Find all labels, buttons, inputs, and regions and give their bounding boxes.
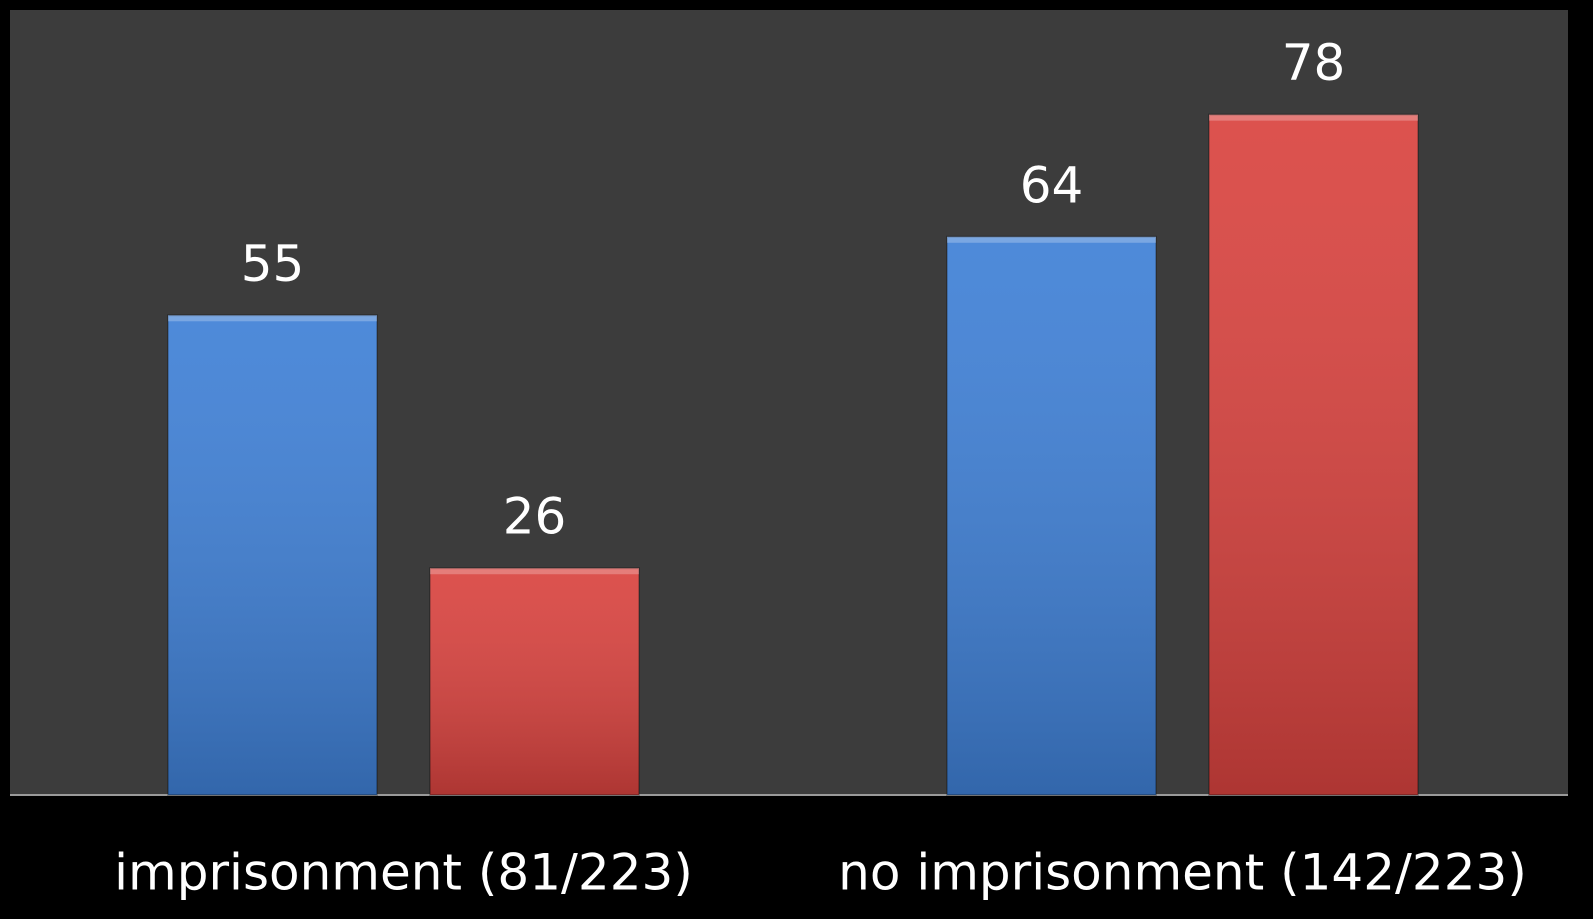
bar-shade: [168, 315, 377, 795]
value-label: 55: [241, 235, 305, 293]
bars: [167, 113, 1419, 796]
x-tick-label: imprisonment (81/223): [114, 844, 693, 902]
value-label: 78: [1282, 34, 1346, 92]
bar-shade: [947, 236, 1156, 795]
x-tick-label: no imprisonment (142/223): [838, 844, 1527, 902]
bar-highlight: [168, 315, 377, 322]
bar-highlight: [430, 568, 639, 575]
bar-highlight: [947, 236, 1156, 243]
bar-shade: [1209, 114, 1418, 795]
bar-shade: [430, 568, 639, 795]
value-label: 26: [503, 488, 567, 546]
value-label: 64: [1020, 156, 1084, 214]
bar-highlight: [1209, 114, 1418, 121]
